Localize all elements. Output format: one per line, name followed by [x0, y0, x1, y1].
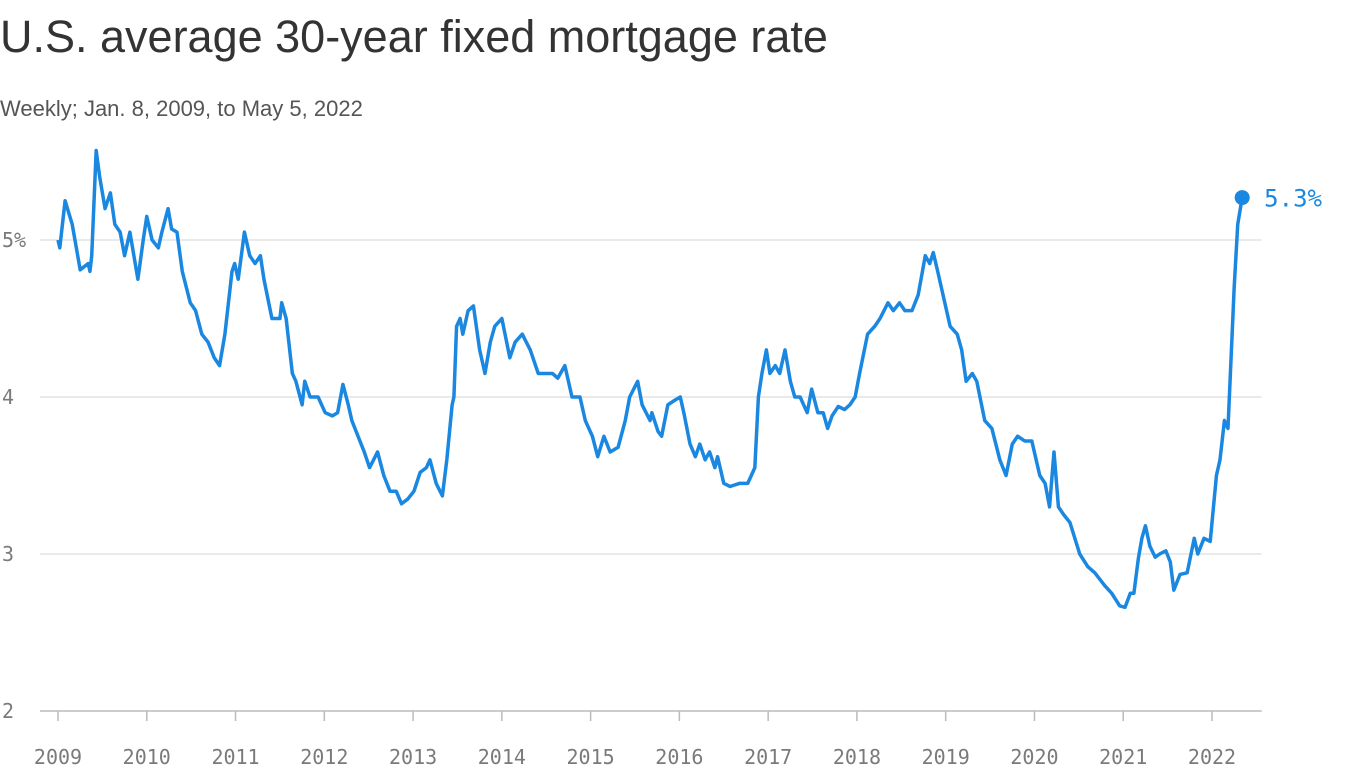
x-tick-label: 2011	[211, 745, 259, 768]
x-tick-label: 2022	[1188, 745, 1236, 768]
x-tick-label: 2020	[1010, 745, 1058, 768]
y-tick-label: 4	[2, 385, 14, 409]
data-line	[56, 148, 1244, 610]
x-tick-label: 2010	[123, 745, 171, 768]
y-tick-label: 3	[2, 542, 14, 566]
chart-subtitle: Weekly; Jan. 8, 2009, to May 5, 2022	[0, 96, 363, 121]
x-tick-label: 2015	[567, 745, 615, 768]
x-tick-label: 2019	[922, 745, 970, 768]
x-tick-label: 2014	[478, 745, 526, 768]
x-tick-label: 2013	[389, 745, 437, 768]
y-tick-label: 2	[2, 699, 14, 723]
x-tick-label: 2021	[1099, 745, 1147, 768]
chart-title: U.S. average 30-year fixed mortgage rate	[0, 11, 828, 62]
x-tick-label: 2016	[655, 745, 703, 768]
y-tick-label: 5%	[2, 228, 26, 252]
x-tick-label: 2009	[34, 745, 82, 768]
x-tick-label: 2018	[833, 745, 881, 768]
value-label: 5.3%	[1264, 185, 1322, 213]
x-tick-label: 2012	[300, 745, 348, 768]
x-tick-label: 2017	[744, 745, 792, 768]
end-point	[1234, 190, 1250, 206]
